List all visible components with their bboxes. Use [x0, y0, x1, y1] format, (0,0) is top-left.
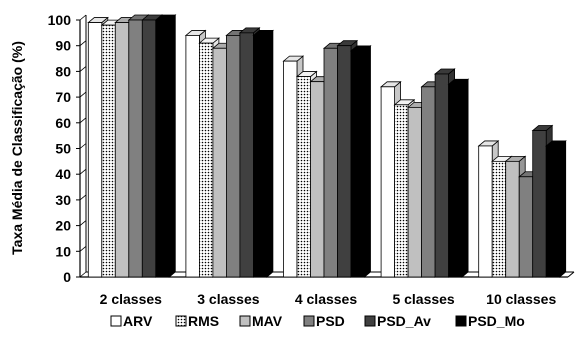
- bar-front: [532, 130, 547, 278]
- y-tick-label: 90: [55, 38, 71, 54]
- bar-front: [252, 35, 268, 278]
- y-tick-label: 80: [55, 63, 71, 79]
- bar-front: [155, 19, 170, 278]
- y-ticks: 0 10 20 30 40 50 60 70 80 90 100: [48, 12, 87, 285]
- bar-front: [114, 22, 130, 278]
- y-tick-label: 60: [55, 115, 71, 131]
- y-tick-depth: [79, 220, 87, 226]
- bar-front: [198, 42, 214, 278]
- y-tick-label: 40: [55, 166, 71, 182]
- bar-front: [505, 160, 520, 278]
- x-tick-label: 10 classes: [486, 291, 556, 307]
- y-tick-label: 20: [55, 218, 71, 234]
- y-tick-label: 50: [55, 141, 71, 157]
- y-tick-depth: [79, 168, 87, 175]
- y-tick-label: 70: [55, 89, 71, 105]
- bar-front: [283, 60, 298, 278]
- y-tick-depth: [79, 40, 87, 47]
- legend: ARV RMS MAV PSD PSD_Av PSD_Mo: [110, 313, 525, 329]
- bar: [154, 14, 177, 278]
- bar-front: [323, 47, 338, 278]
- bar: [252, 29, 275, 278]
- bar-front: [101, 24, 116, 278]
- bar-front: [478, 145, 493, 278]
- bar-side: [266, 29, 274, 278]
- bar: [447, 78, 470, 278]
- bar-front: [448, 83, 463, 278]
- bar-front: [421, 86, 436, 278]
- bar-front: [518, 176, 534, 278]
- legend-label: RMS: [188, 313, 219, 329]
- bar-side: [461, 78, 469, 278]
- bar-front: [87, 22, 103, 278]
- x-tick-label: 2 classes: [100, 291, 162, 307]
- bar-front: [296, 76, 311, 278]
- legend-label: PSD_Av: [377, 313, 431, 329]
- legend-label: ARV: [123, 313, 153, 329]
- x-tick-label: 5 classes: [392, 291, 454, 307]
- y-tick-depth: [79, 66, 87, 72]
- y-tick-depth: [79, 143, 87, 149]
- y-tick-label: 10: [55, 243, 71, 259]
- bar-front: [141, 19, 157, 278]
- bar-side: [364, 44, 371, 278]
- bar-front: [545, 145, 561, 278]
- bar-side: [559, 140, 567, 278]
- bar-front: [407, 106, 423, 278]
- bar-front: [239, 32, 254, 278]
- legend-swatch: [175, 315, 187, 327]
- x-tick-label: 3 classes: [197, 291, 259, 307]
- legend-swatch: [303, 315, 315, 327]
- legend-swatch: [239, 315, 251, 327]
- bar-front: [185, 35, 200, 278]
- y-tick-depth: [79, 194, 87, 201]
- x-tick-label: 4 classes: [295, 291, 357, 307]
- bar: [349, 44, 372, 278]
- legend-swatch: [110, 315, 122, 327]
- bar-front: [310, 81, 325, 278]
- y-tick-depth: [79, 117, 87, 124]
- bar-side: [168, 14, 176, 278]
- floor-right-edge: [567, 271, 575, 278]
- bar-front: [337, 45, 352, 278]
- bar-front: [394, 104, 409, 278]
- y-axis-label: Taxa Média de Classificação (%): [9, 41, 25, 255]
- category-labels: 2 classes 3 classes 4 classes 5 classes 10 c…: [100, 291, 557, 307]
- y-tick-depth: [79, 91, 87, 98]
- bar-front: [434, 73, 450, 278]
- bar-front: [491, 160, 507, 278]
- legend-label: PSD_Mo: [468, 313, 525, 329]
- bar-front: [350, 50, 365, 278]
- y-tick-depth: [79, 271, 87, 278]
- bar: [545, 140, 567, 278]
- bar-front: [225, 35, 241, 278]
- y-tick-label: 30: [55, 192, 71, 208]
- bar-front: [380, 86, 396, 278]
- y-tick-depth: [79, 14, 87, 21]
- legend-swatch: [364, 315, 376, 327]
- y-tick-label: 0: [63, 269, 71, 285]
- bar-front: [128, 19, 143, 278]
- legend-swatch: [455, 315, 467, 327]
- bars: [87, 14, 567, 278]
- y-tick-label: 100: [48, 12, 72, 28]
- bar-front: [212, 47, 227, 278]
- legend-label: MAV: [252, 313, 283, 329]
- legend-label: PSD: [316, 313, 345, 329]
- y-tick-depth: [79, 245, 87, 252]
